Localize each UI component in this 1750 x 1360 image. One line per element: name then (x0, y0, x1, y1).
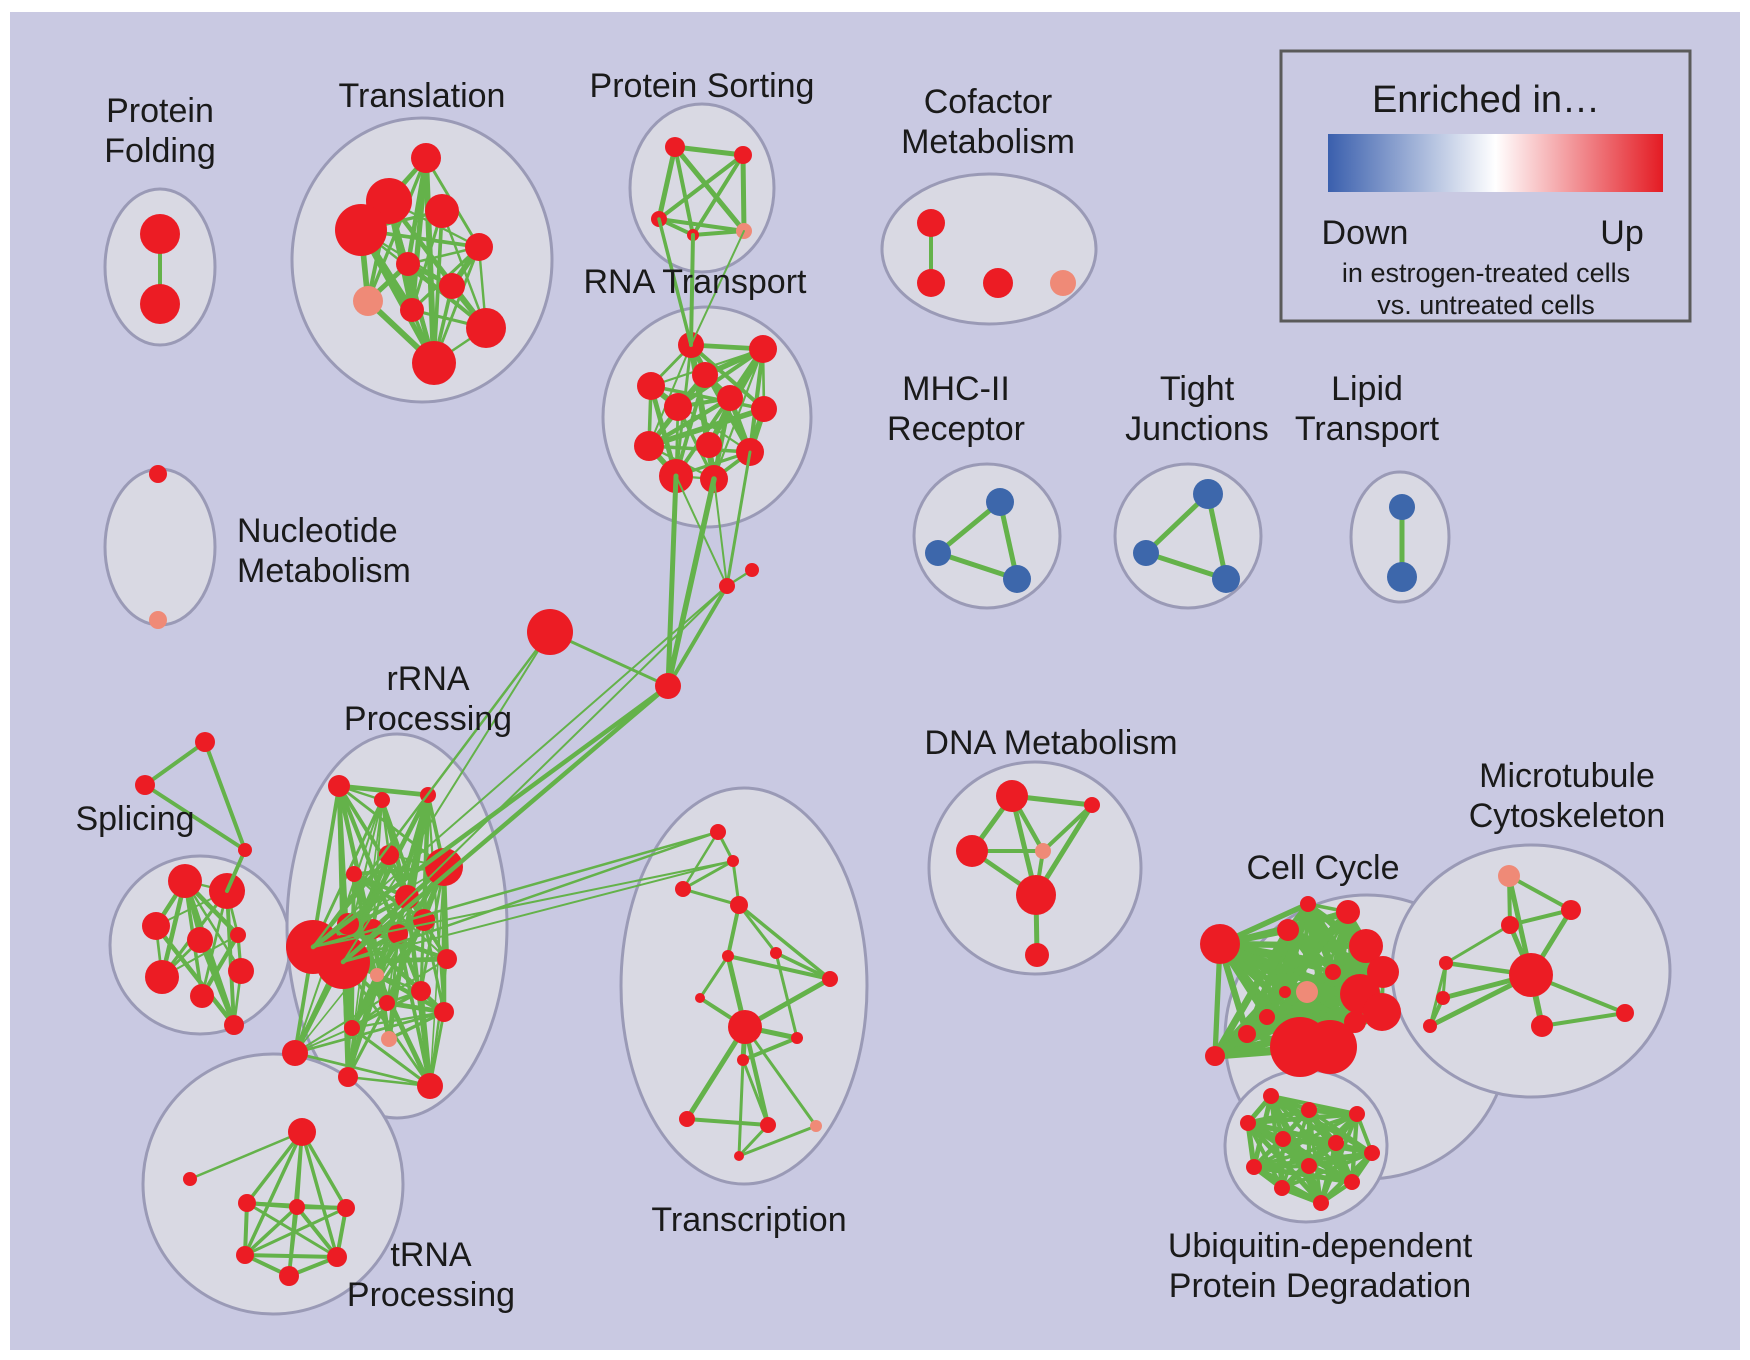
svg-text:Nucleotide: Nucleotide (237, 512, 398, 550)
svg-text:Lipid: Lipid (1331, 370, 1403, 408)
svg-text:Metabolism: Metabolism (237, 552, 411, 590)
svg-text:Transport: Transport (1295, 410, 1440, 448)
svg-text:tRNA: tRNA (390, 1236, 472, 1274)
svg-text:Metabolism: Metabolism (901, 123, 1075, 161)
svg-text:Cytoskeleton: Cytoskeleton (1469, 797, 1666, 835)
svg-text:Processing: Processing (347, 1276, 515, 1314)
svg-text:DNA Metabolism: DNA Metabolism (924, 724, 1177, 762)
svg-text:Receptor: Receptor (887, 410, 1025, 448)
svg-text:Tight: Tight (1160, 370, 1235, 408)
svg-text:Ubiquitin-dependent: Ubiquitin-dependent (1168, 1227, 1473, 1265)
svg-text:Folding: Folding (104, 132, 216, 170)
svg-text:Protein Degradation: Protein Degradation (1169, 1267, 1471, 1305)
svg-text:Microtubule: Microtubule (1479, 757, 1655, 795)
svg-text:Transcription: Transcription (651, 1201, 846, 1239)
svg-text:in estrogen-treated cells: in estrogen-treated cells (1342, 258, 1630, 288)
svg-text:Protein: Protein (106, 92, 214, 130)
svg-text:rRNA: rRNA (386, 660, 469, 698)
svg-text:Enriched in…: Enriched in… (1372, 79, 1600, 121)
svg-text:Protein Sorting: Protein Sorting (590, 67, 815, 105)
svg-text:Translation: Translation (339, 77, 506, 115)
svg-text:vs. untreated cells: vs. untreated cells (1377, 290, 1595, 320)
svg-text:Cell Cycle: Cell Cycle (1246, 849, 1399, 887)
svg-text:RNA Transport: RNA Transport (584, 263, 808, 301)
svg-text:Up: Up (1600, 214, 1643, 252)
svg-text:Cofactor: Cofactor (924, 83, 1053, 121)
svg-text:Splicing: Splicing (75, 800, 194, 838)
svg-text:Down: Down (1322, 214, 1409, 252)
svg-text:MHC-II: MHC-II (902, 370, 1010, 408)
svg-text:Junctions: Junctions (1125, 410, 1269, 448)
svg-text:Processing: Processing (344, 700, 512, 738)
